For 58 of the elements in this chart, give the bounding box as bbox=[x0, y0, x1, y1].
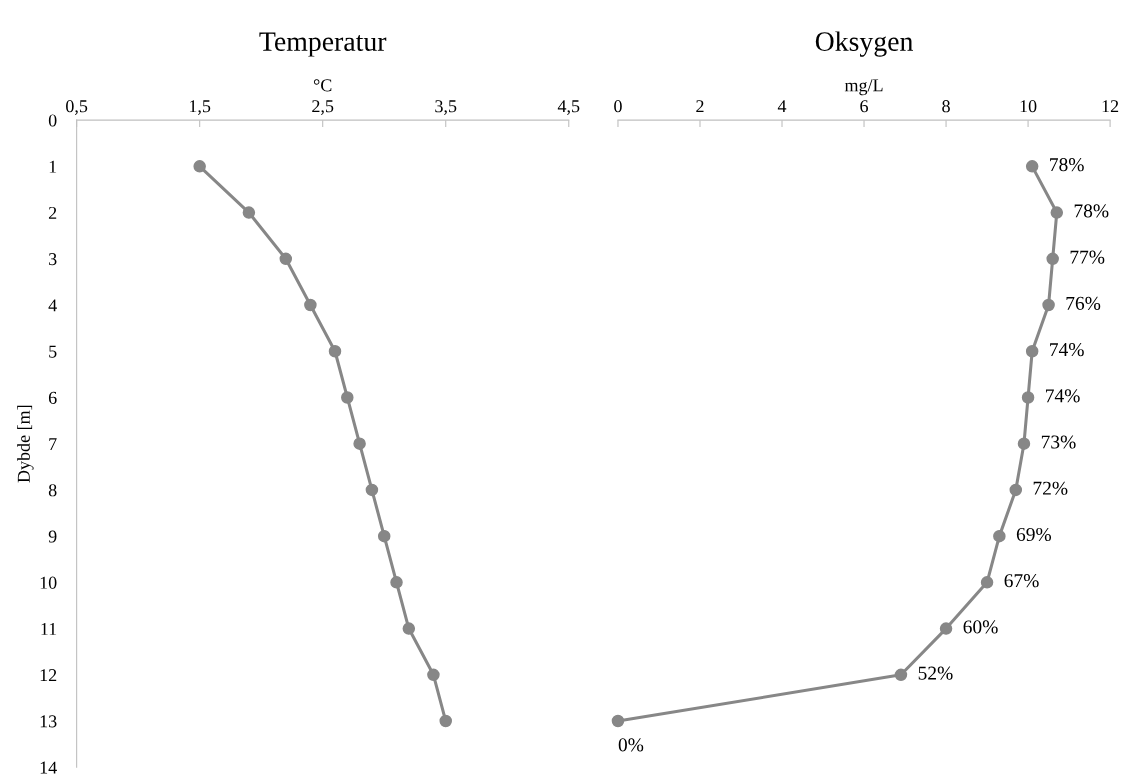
y-tick-label: 13 bbox=[40, 715, 57, 728]
y-tick-label: 2 bbox=[48, 206, 57, 219]
x-tick-label: 8 bbox=[942, 100, 950, 113]
annotation: 72% bbox=[1033, 481, 1068, 495]
y-tick-label: 3 bbox=[49, 253, 57, 266]
annotation: 69% bbox=[1016, 527, 1052, 542]
annotation: 67% bbox=[1004, 574, 1039, 588]
x-tick-label: 0,5 bbox=[66, 100, 88, 115]
x-tick-label: 2 bbox=[696, 100, 704, 113]
y-tick-label: 9 bbox=[48, 530, 57, 543]
annotation: 60% bbox=[963, 620, 998, 634]
y-tick-label: 0 bbox=[48, 114, 57, 127]
x-tick-label: 4 bbox=[777, 100, 787, 113]
y-tick-label: 12 bbox=[40, 669, 57, 682]
x-tick-label: 2,5 bbox=[312, 100, 334, 115]
x-tick-label: 0 bbox=[614, 100, 622, 113]
x-tick-label: 6 bbox=[860, 100, 869, 113]
y-tick-label: 8 bbox=[48, 484, 57, 497]
y-tick-label: 7 bbox=[49, 438, 57, 450]
point bbox=[939, 622, 953, 635]
y-tick-label: 1 bbox=[49, 160, 57, 173]
annotation: 74% bbox=[1050, 342, 1084, 357]
x-tick-label: 10 bbox=[1020, 100, 1037, 113]
point bbox=[894, 668, 908, 682]
annotation: 76% bbox=[1066, 296, 1101, 310]
x-axis-title: mg/L bbox=[844, 79, 883, 96]
y-tick-label: 14 bbox=[40, 761, 57, 774]
y-axis-title: Dybde [m] bbox=[17, 405, 34, 483]
x-tick-label: 12 bbox=[1102, 100, 1119, 113]
y-tick-label: 6 bbox=[48, 391, 57, 404]
annotation: 52% bbox=[918, 666, 953, 680]
annotation: 74% bbox=[1046, 389, 1080, 403]
point bbox=[1025, 344, 1039, 358]
point bbox=[1021, 391, 1035, 404]
y-tick-label: 5 bbox=[49, 345, 57, 358]
point bbox=[1042, 298, 1055, 312]
point bbox=[1046, 252, 1059, 266]
annotation: 78% bbox=[1050, 158, 1084, 172]
x-tick-label: 1,5 bbox=[189, 100, 211, 115]
y-tick-label: 10 bbox=[40, 576, 57, 589]
annotation: 73% bbox=[1041, 435, 1076, 449]
chart-title: Oksygen bbox=[815, 31, 913, 57]
point bbox=[1017, 437, 1031, 450]
chart-title: Temperatur bbox=[259, 32, 387, 57]
annotation: 77% bbox=[1070, 250, 1105, 264]
annotation: 0% bbox=[618, 738, 644, 752]
x-axis-title: °C bbox=[313, 79, 332, 92]
annotation: 78% bbox=[1074, 204, 1109, 218]
y-tick-label: 4 bbox=[48, 299, 57, 312]
point bbox=[1025, 160, 1039, 173]
point bbox=[993, 529, 1006, 543]
point bbox=[611, 714, 625, 728]
point bbox=[980, 576, 994, 589]
y-tick-label: 11 bbox=[41, 622, 57, 635]
point bbox=[1050, 206, 1064, 219]
x-tick-label: 3,5 bbox=[435, 100, 457, 115]
x-tick-label: 4,5 bbox=[557, 100, 580, 115]
point bbox=[1009, 483, 1023, 497]
